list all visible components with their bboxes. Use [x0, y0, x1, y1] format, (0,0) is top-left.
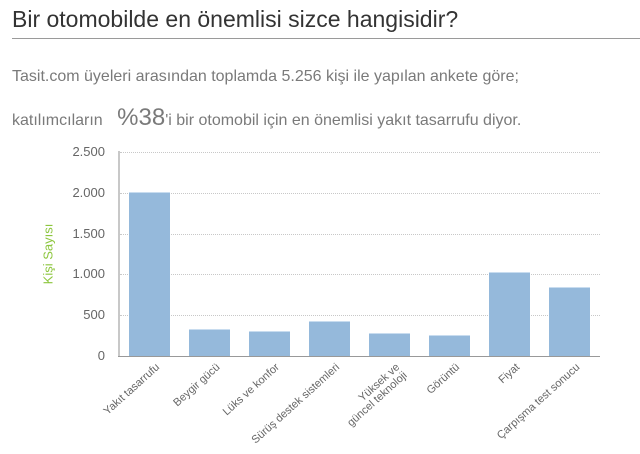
y-axis-line: [118, 151, 120, 357]
bar[interactable]: [308, 320, 350, 356]
summary-suffix: 'i bir otomobil için en önemlisi yakıt t…: [165, 112, 522, 129]
bar[interactable]: [188, 329, 230, 356]
x-tick-label: Fiyat: [496, 361, 523, 387]
x-axis-line: [118, 356, 600, 357]
title-divider: [12, 38, 640, 39]
y-tick-label: 1.500: [72, 225, 105, 241]
gridline: [120, 192, 600, 194]
x-tick-label-line: Görüntü: [424, 361, 463, 397]
x-tick-label: Yüksek ve güncel teknoloji: [339, 361, 409, 429]
y-tick-label: 2.000: [72, 184, 105, 200]
y-tick-label: 1.000: [72, 266, 105, 282]
y-tick-label: 0: [97, 348, 105, 363]
x-tick-label-line: Fiyat: [496, 361, 523, 387]
bar[interactable]: [488, 271, 530, 356]
x-tick-label: Yakıt tasarrufu: [101, 361, 163, 418]
highlight-percent: %38: [117, 104, 166, 131]
x-tick-label-line: Yakıt tasarrufu: [101, 361, 163, 418]
x-tick-label: Beygir gücü: [171, 361, 223, 410]
x-tick-label-line: Beygir gücü: [171, 361, 223, 410]
bar[interactable]: [548, 286, 590, 356]
gridline: [120, 274, 600, 276]
gridline: [120, 315, 600, 317]
bar[interactable]: [368, 333, 410, 356]
summary-line-1: Tasit.com üyeleri arasından toplamda 5.2…: [12, 68, 519, 85]
page-title: Bir otomobilde en önemlisi sizce hangisi…: [12, 6, 459, 32]
gridline: [120, 233, 600, 235]
y-tick-label: 2.500: [72, 144, 105, 159]
x-tick-label: Lüks ve konfor: [221, 361, 283, 419]
y-tick-label: 500: [83, 307, 105, 323]
summary-line-2: katılımcıların %38'i bir otomobil için e…: [12, 104, 521, 132]
x-tick-label-line: Lüks ve konfor: [221, 361, 283, 419]
summary-prefix: katılımcıların: [12, 112, 103, 129]
x-tick-label: Görüntü: [424, 361, 463, 397]
gridline: [120, 152, 600, 153]
bar[interactable]: [248, 330, 290, 356]
bar[interactable]: [128, 191, 170, 356]
bar[interactable]: [428, 335, 470, 356]
